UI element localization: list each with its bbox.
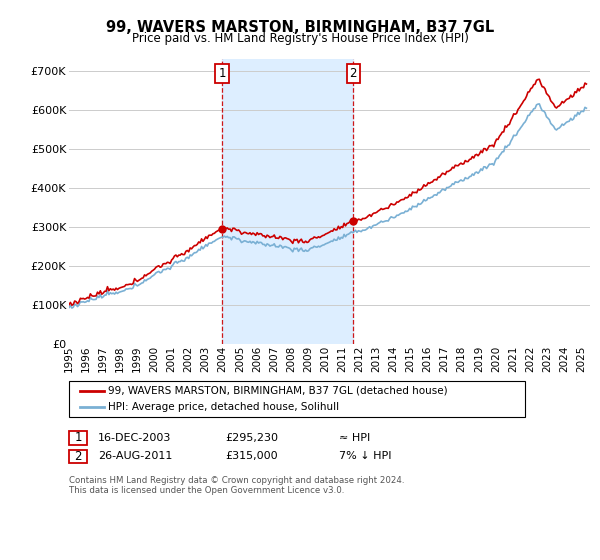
Text: 2: 2	[74, 450, 82, 463]
Text: HPI: Average price, detached house, Solihull: HPI: Average price, detached house, Soli…	[108, 402, 339, 412]
Text: 16-DEC-2003: 16-DEC-2003	[98, 433, 171, 443]
Text: Contains HM Land Registry data © Crown copyright and database right 2024.
This d: Contains HM Land Registry data © Crown c…	[69, 476, 404, 496]
Text: 1: 1	[74, 431, 82, 445]
Text: ≈ HPI: ≈ HPI	[339, 433, 370, 443]
Text: £295,230: £295,230	[225, 433, 278, 443]
Text: 26-AUG-2011: 26-AUG-2011	[98, 451, 172, 461]
Text: Price paid vs. HM Land Registry's House Price Index (HPI): Price paid vs. HM Land Registry's House …	[131, 32, 469, 45]
Text: 7% ↓ HPI: 7% ↓ HPI	[339, 451, 392, 461]
Bar	[222, 59, 353, 344]
Text: 99, WAVERS MARSTON, BIRMINGHAM, B37 7GL: 99, WAVERS MARSTON, BIRMINGHAM, B37 7GL	[106, 20, 494, 35]
Text: 1: 1	[218, 67, 226, 80]
Text: 2: 2	[350, 67, 357, 80]
Text: £315,000: £315,000	[225, 451, 278, 461]
Text: 99, WAVERS MARSTON, BIRMINGHAM, B37 7GL (detached house): 99, WAVERS MARSTON, BIRMINGHAM, B37 7GL …	[108, 386, 448, 396]
